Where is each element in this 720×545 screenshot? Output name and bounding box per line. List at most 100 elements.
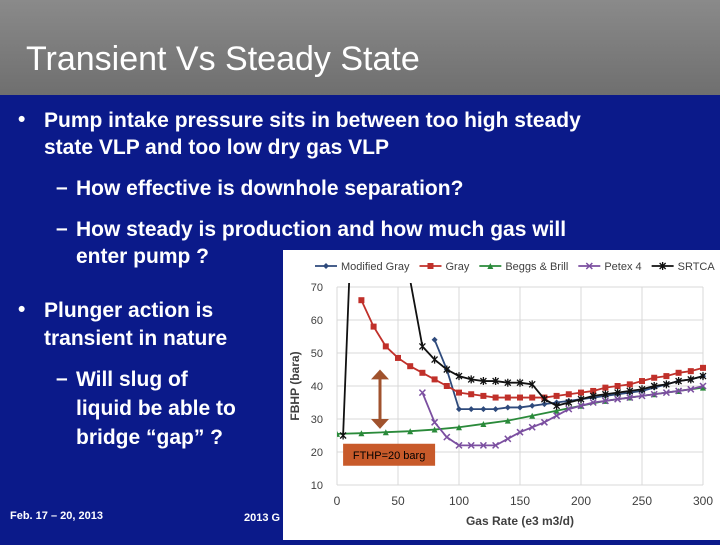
chart-annotations: FTHP=20 barg: [343, 369, 436, 466]
bullet-1-line-1: Pump intake pressure sits in between too…: [44, 109, 581, 132]
legend-label: Beggs & Brill: [505, 261, 568, 273]
data-point: [565, 391, 572, 398]
data-point: [456, 389, 462, 396]
data-point: [662, 389, 670, 397]
data-point: [614, 383, 621, 389]
data-point: [467, 375, 475, 384]
legend-item: Modified Gray: [315, 261, 410, 273]
data-point: [700, 364, 706, 371]
chart-axes: 10 20 30 40 50 60 70 0 50 100 150 200 250 300: [311, 282, 714, 508]
data-point: [431, 376, 438, 383]
data-point: [553, 407, 560, 414]
legend-item: Gray: [419, 261, 470, 273]
data-point: [443, 365, 451, 374]
legend-item: Beggs & Brill: [479, 261, 568, 273]
data-point: [662, 380, 670, 389]
data-point: [487, 263, 494, 269]
data-point: [650, 390, 658, 398]
fbhp-vs-gas-rate-chart: 10 20 30 40 50 60 70 0 50 100 150 200 250 300 FTHP=20…: [288, 261, 715, 528]
data-point: [638, 392, 646, 400]
data-point: [407, 428, 414, 435]
y-tick-label: 60: [311, 315, 323, 327]
data-point: [553, 392, 560, 399]
data-point: [638, 385, 646, 394]
chart-series: [337, 283, 707, 449]
data-point: [443, 383, 450, 389]
data-point: [540, 395, 548, 404]
data-point: [479, 377, 487, 386]
data-point: [339, 431, 347, 440]
data-point: [358, 430, 365, 437]
data-point: [358, 297, 365, 304]
data-point: [614, 388, 622, 397]
data-point: [468, 391, 475, 398]
data-point: [687, 385, 695, 393]
legend-label: Gray: [445, 261, 469, 273]
bullet-1-line-2: state VLP and too low dry gas VLP: [44, 136, 390, 159]
data-point: [601, 397, 609, 405]
series-gray: [358, 297, 706, 401]
dash-glyph: –: [56, 217, 68, 240]
data-point: [553, 412, 561, 420]
data-point: [480, 420, 487, 427]
data-point: [675, 377, 683, 386]
dash-glyph: –: [56, 367, 68, 390]
data-point: [419, 369, 426, 376]
data-point: [517, 394, 523, 401]
data-point: [650, 382, 658, 390]
legend-label: SRTCA: [678, 261, 716, 273]
y-tick-label: 50: [311, 348, 323, 360]
gap-arrow-head-down: [371, 419, 389, 429]
data-point: [517, 404, 523, 411]
x-tick-label: 0: [334, 494, 341, 508]
data-point: [516, 378, 524, 387]
x-tick-label: 50: [391, 494, 405, 508]
data-point: [455, 441, 463, 449]
data-point: [565, 405, 573, 413]
data-point: [700, 384, 706, 391]
x-tick-label: 200: [571, 494, 591, 508]
data-point: [455, 372, 463, 381]
data-point: [382, 429, 389, 436]
x-tick-label: 300: [693, 494, 713, 508]
bullet-2-line-1: Plunger action is: [44, 299, 214, 322]
chart-panel: 10 20 30 40 50 60 70 0 50 100 150 200 250 300 FTHP=20…: [283, 250, 720, 540]
data-point: [577, 402, 585, 410]
annotation-box: [343, 443, 436, 466]
annotation-label: FTHP=20 barg: [353, 450, 425, 462]
data-point: [528, 380, 536, 389]
data-point: [601, 390, 609, 399]
data-point: [565, 398, 573, 407]
data-point: [553, 401, 561, 410]
data-point: [337, 430, 340, 437]
data-point: [504, 378, 512, 387]
sub-bullet-1-line-1: How effective is downhole separation?: [76, 177, 464, 200]
data-point: [529, 412, 536, 419]
bullet-2-line-2: transient in nature: [44, 327, 228, 350]
data-point: [663, 373, 670, 380]
data-point: [480, 392, 487, 399]
data-point: [456, 424, 462, 431]
data-point: [323, 263, 329, 269]
sub-bullet-2-line-1: How steady is production and how much ga…: [76, 218, 567, 241]
data-point: [427, 263, 434, 269]
slide-title: Transient Vs Steady State: [26, 40, 420, 78]
dash-glyph: –: [56, 176, 68, 199]
data-point: [626, 381, 633, 388]
data-point: [504, 404, 511, 411]
data-point: [504, 394, 511, 401]
data-point: [504, 435, 512, 443]
legend-item: SRTCA: [651, 261, 716, 273]
data-point: [418, 389, 426, 397]
data-point: [529, 402, 536, 409]
footer-date: Feb. 17 – 20, 2013: [10, 510, 103, 522]
chart-legend: Modified Gray Gray Beggs & Brill Petex 4 SRT…: [315, 261, 715, 273]
data-point: [699, 382, 707, 390]
data-point: [577, 395, 585, 404]
data-point: [479, 441, 487, 449]
data-point: [418, 342, 426, 351]
legend-item: Petex 4: [578, 261, 642, 273]
data-point: [589, 398, 597, 407]
data-point: [699, 372, 707, 381]
data-point: [529, 394, 536, 401]
